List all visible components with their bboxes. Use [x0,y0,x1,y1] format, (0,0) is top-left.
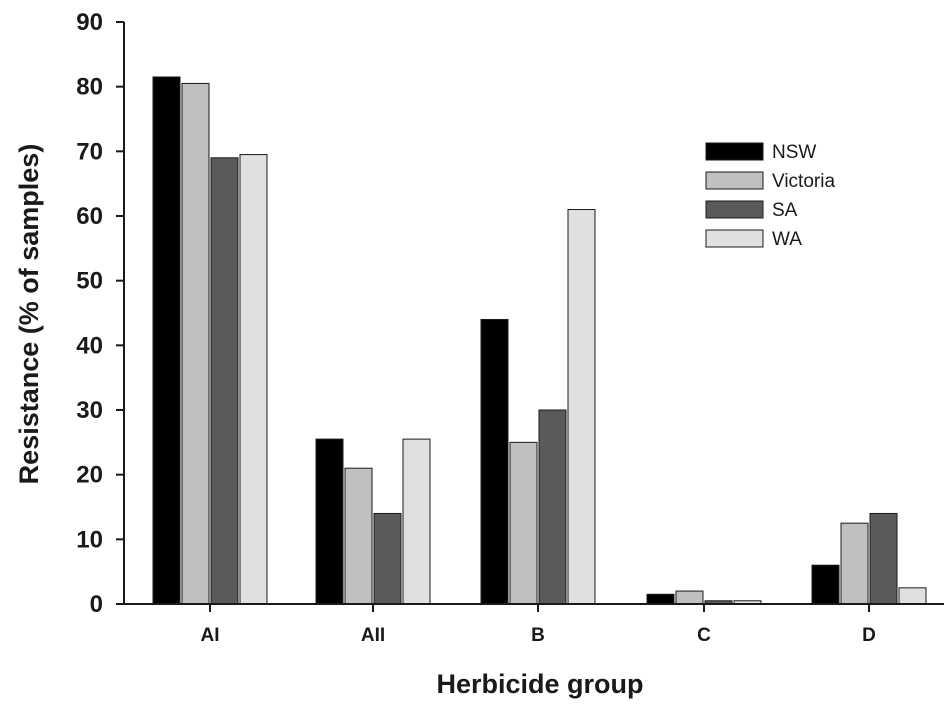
bar-wa-ai [239,154,268,605]
bar-nsw-d [811,564,840,605]
legend-swatch-wa [705,229,764,248]
bar-sa-b [538,409,567,605]
bar-victoria-aii [344,467,373,605]
x-tick-label: C [697,625,711,646]
x-tick-label: B [531,625,545,646]
x-tick-label: D [862,625,876,646]
bars-group [152,76,927,605]
bar-nsw-c [646,593,675,605]
bar-nsw-ai [152,76,181,605]
bar-victoria-c [675,590,704,605]
bar-wa-aii [402,438,431,605]
bar-victoria-b [509,441,538,605]
legend-label-sa: SA [772,200,798,221]
y-tick-label: 60 [76,203,103,230]
x-axis-title: Herbicide group [436,669,643,699]
bar-nsw-aii [315,438,344,605]
y-tick-label: 80 [76,74,103,101]
y-tick-label: 70 [76,138,103,165]
y-tick-label: 10 [76,526,103,553]
legend-swatch-nsw [705,142,764,161]
bar-sa-ai [210,157,239,605]
bar-wa-d [898,587,927,605]
legend-label-nsw: NSW [772,142,816,163]
bar-sa-d [869,512,898,605]
x-tick-label: AI [201,625,220,646]
legend-swatch-sa [705,200,764,219]
legend: NSW Victoria SA WA [705,142,835,250]
bar-victoria-d [840,522,869,605]
x-ticks-group: AI AII B C D [201,604,876,646]
bar-sa-aii [373,512,402,605]
bar-nsw-b [480,318,509,605]
x-tick-label: AII [361,625,385,646]
y-tick-label: 0 [90,591,103,618]
y-tick-label: 40 [76,332,103,359]
y-tick-label: 90 [76,9,103,36]
legend-label-victoria: Victoria [772,171,835,192]
y-ticks-group: 0 10 20 30 40 50 60 70 80 90 [76,9,124,618]
legend-swatch-victoria [705,171,764,190]
axes-group [123,22,944,605]
bar-victoria-ai [181,82,210,605]
bar-wa-b [567,209,596,605]
legend-label-wa: WA [772,229,802,250]
y-tick-label: 50 [76,268,103,295]
y-tick-label: 20 [76,462,103,489]
y-tick-label: 30 [76,397,103,424]
y-axis-title: Resistance (% of samples) [14,144,44,485]
